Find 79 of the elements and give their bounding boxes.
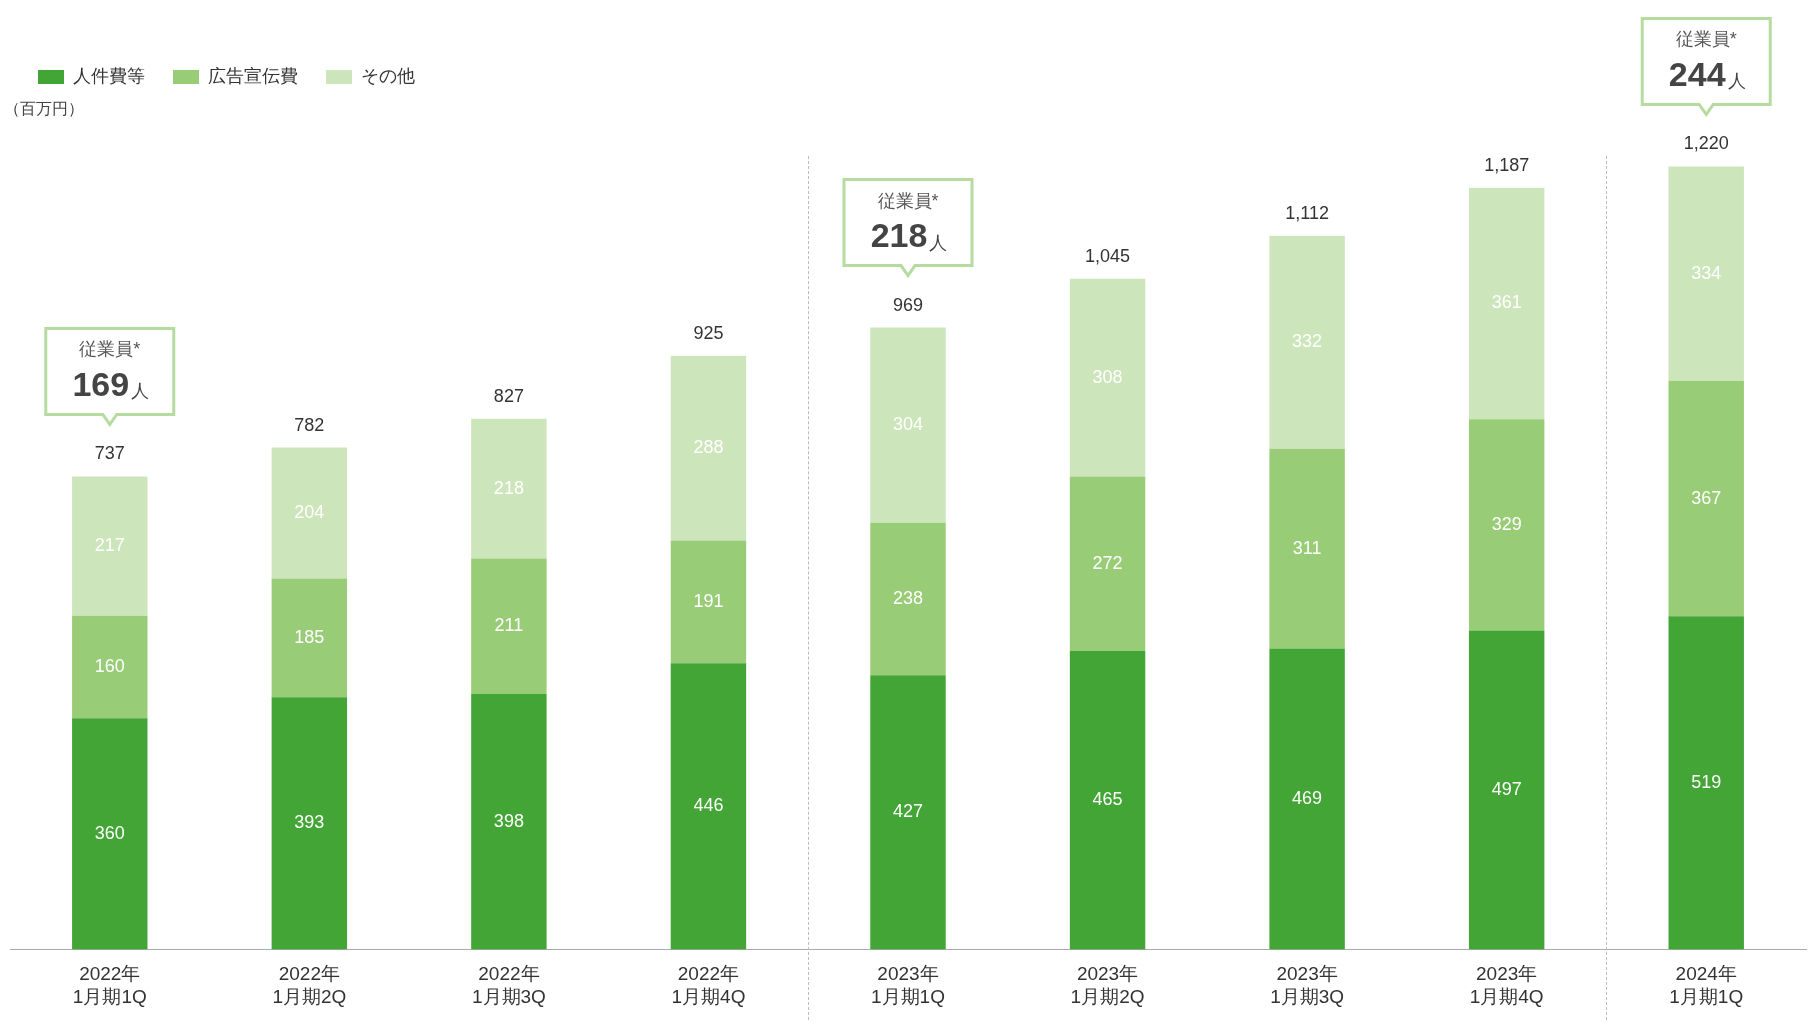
x-tick-label: 2023年 1月期3Q [1270,963,1345,1007]
total-label: 1,112 [1285,202,1329,223]
bar [1269,648,1345,950]
data-label: 204 [294,501,325,522]
data-label: 191 [693,590,724,611]
total-label: 925 [693,322,724,343]
bar [72,615,148,719]
bar [1069,650,1146,950]
data-label: 160 [94,656,125,676]
bar [1468,630,1545,950]
data-label: 465 [1092,789,1123,810]
data-label: 238 [892,587,924,608]
bar [471,418,547,559]
x-tick-label: 2022年 1月期4Q [671,963,746,1007]
data-label: 329 [1491,513,1522,534]
data-label: 427 [892,801,924,822]
data-label: 393 [294,812,325,833]
bar [670,540,747,664]
x-tick-label: 2023年 1月期1Q [871,963,945,1007]
bar [1668,166,1744,381]
bar [870,522,946,676]
data-label: 272 [1092,552,1123,573]
bar [670,663,747,950]
data-label: 185 [294,626,325,647]
data-label: 446 [693,795,724,816]
data-label: 211 [494,615,524,636]
bar [1668,380,1744,617]
bar [1269,448,1345,649]
x-tick-label: 2022年 1月期2Q [272,963,347,1007]
legend-label: 人件費等 [73,65,145,86]
y-axis-title: （百万円） [4,100,84,118]
annotation: 従業員* 169人 [72,339,150,403]
data-label: 361 [1491,292,1522,313]
data-label: 519 [1691,771,1722,792]
data-label: 469 [1292,787,1323,808]
legend-label: その他 [361,65,415,86]
bar [870,327,946,523]
data-label: 367 [1691,487,1722,508]
bar [1069,476,1146,651]
total-label: 969 [892,294,924,315]
data-label: 311 [1292,537,1322,558]
bar [72,476,148,616]
annotation: 従業員* 244人 [1668,29,1746,93]
bar [271,697,348,950]
legend-label: 広告宣伝費 [208,65,298,86]
data-label: 308 [1092,366,1123,387]
data-label: 334 [1691,262,1722,283]
total-label: 827 [493,385,524,406]
bar [471,693,547,950]
bar [1468,419,1545,631]
data-label: 332 [1292,331,1323,352]
x-tick-label: 2022年 1月期3Q [471,963,546,1007]
annotation: 従業員* 218人 [870,190,948,254]
data-label: 288 [693,437,724,458]
bar [1069,278,1146,477]
data-label: 304 [892,414,924,435]
bar [1668,616,1744,950]
data-label: 218 [493,477,524,498]
bar [271,578,348,698]
x-tick-label: 2023年 1月期2Q [1070,963,1145,1007]
bar [271,447,348,579]
data-label: 497 [1491,778,1522,799]
bar [670,355,747,541]
total-label: 782 [294,414,325,435]
data-label: 217 [94,535,125,556]
x-tick-label: 2022年 1月期1Q [72,963,147,1007]
bar [1269,235,1345,449]
total-label: 1,045 [1085,245,1131,266]
data-label: 398 [493,810,524,831]
bar [471,558,547,694]
total-label: 1,220 [1683,133,1729,154]
bar [870,675,946,950]
x-tick-label: 2024年 1月期1Q [1669,963,1744,1007]
total-label: 737 [94,443,125,464]
bar [1468,187,1545,420]
data-label: 360 [94,822,125,843]
total-label: 1,187 [1484,154,1530,175]
x-tick-label: 2023年 1月期4Q [1469,963,1544,1007]
bar [72,718,148,950]
